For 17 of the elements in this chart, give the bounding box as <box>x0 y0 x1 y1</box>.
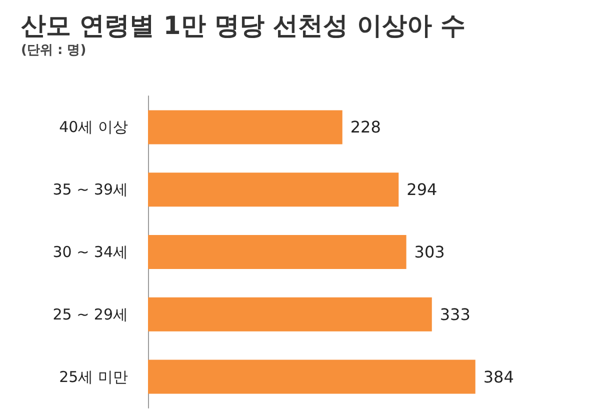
chart-subtitle: (단위 : 명) <box>21 43 86 58</box>
bar <box>148 297 432 332</box>
y-tick-label: 25 ~ 29세 <box>52 305 128 324</box>
chart-title: 산모 연령별 1만 명당 선천성 이상아 수 <box>21 11 466 40</box>
data-label: 294 <box>406 180 438 200</box>
y-tick-label: 35 ~ 39세 <box>52 180 128 199</box>
data-label: 228 <box>350 118 381 137</box>
data-label: 303 <box>414 242 445 262</box>
y-tick-label: 30 ~ 34세 <box>52 243 128 261</box>
bar <box>148 172 399 207</box>
bar <box>148 360 476 394</box>
data-label: 333 <box>440 304 470 324</box>
bar <box>148 110 342 144</box>
y-tick-label: 40세 이상 <box>59 118 128 136</box>
y-tick-label: 25세 미만 <box>59 368 128 386</box>
data-label: 384 <box>483 367 514 386</box>
bar <box>148 235 406 269</box>
